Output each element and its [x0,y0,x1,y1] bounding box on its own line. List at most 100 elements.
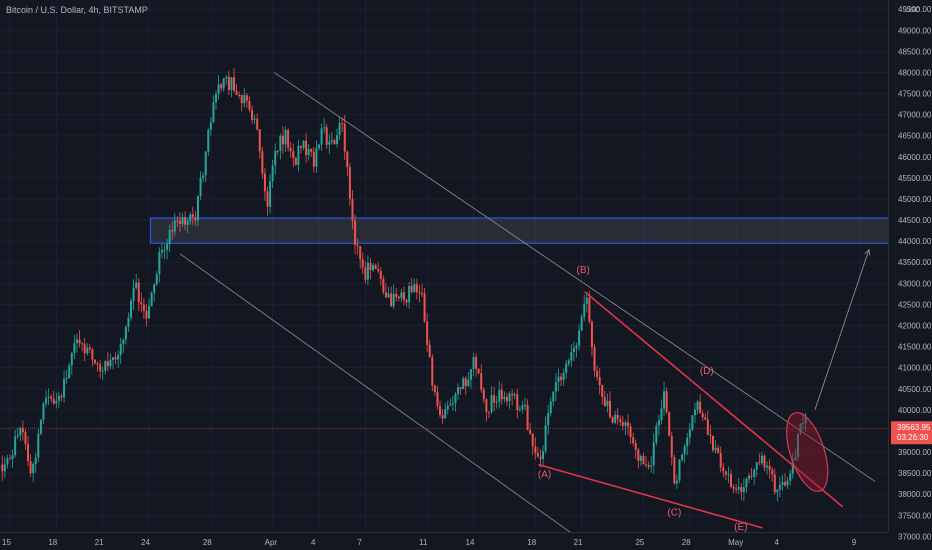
candle[interactable] [204,150,207,183]
candle[interactable] [722,462,725,478]
candle[interactable] [106,352,109,372]
candle[interactable] [562,368,565,386]
candle[interactable] [233,68,236,93]
candle[interactable] [130,298,133,321]
candle[interactable] [727,466,730,484]
candle[interactable] [472,352,475,376]
candle[interactable] [789,469,792,486]
time-tick-label[interactable]: 18 [527,538,536,547]
candle[interactable] [732,483,735,494]
candle[interactable] [621,416,624,431]
candle[interactable] [657,414,660,436]
price-tick-label[interactable]: 42000.00 [898,321,932,330]
candle[interactable] [518,405,521,412]
candle[interactable] [75,333,78,353]
time-tick-label[interactable]: May [728,538,743,547]
candle[interactable] [163,244,166,260]
candle[interactable] [766,461,769,475]
candle[interactable] [480,364,483,393]
candle[interactable] [505,393,508,407]
time-tick-label[interactable]: 7 [357,538,362,547]
candle[interactable] [639,454,642,466]
candle[interactable] [444,403,447,419]
candle[interactable] [755,462,758,478]
price-tick-label[interactable]: 47000.00 [898,111,932,120]
candle[interactable] [343,115,346,160]
candle[interactable] [542,444,545,468]
candle[interactable] [99,359,102,379]
candle[interactable] [124,325,127,345]
candle[interactable] [531,433,534,455]
candle[interactable] [73,335,76,360]
candle[interactable] [724,470,727,481]
candle[interactable] [173,212,176,237]
price-tick-label[interactable]: 38500.00 [898,469,932,478]
price-tick-label[interactable]: 43500.00 [898,258,932,267]
candle[interactable] [279,133,282,160]
candle[interactable] [647,461,650,470]
candle[interactable] [763,453,766,472]
candle[interactable] [266,186,269,216]
candle[interactable] [660,399,663,425]
candle[interactable] [14,429,17,458]
candle[interactable] [312,147,315,173]
candle[interactable] [570,344,573,367]
candle[interactable] [132,279,135,311]
candle[interactable] [269,174,272,214]
candle[interactable] [688,422,691,445]
price-tick-label[interactable]: 46500.00 [898,132,932,141]
candle[interactable] [678,458,681,484]
candle[interactable] [578,324,581,351]
candle[interactable] [168,224,171,252]
candle[interactable] [547,404,550,435]
candle[interactable] [338,116,341,141]
candle[interactable] [598,367,601,395]
candle[interactable] [243,88,246,108]
candle[interactable] [212,95,215,124]
price-tick-label[interactable]: 44500.00 [898,216,932,225]
candle[interactable] [611,415,614,424]
candle[interactable] [215,90,217,110]
candle[interactable] [207,128,210,156]
candle[interactable] [675,474,678,489]
candle[interactable] [302,140,305,151]
candle[interactable] [601,384,604,405]
candle[interactable] [402,286,405,306]
time-tick-label[interactable]: 28 [203,538,212,547]
candle[interactable] [719,446,722,473]
candle[interactable] [706,410,709,436]
candle[interactable] [784,473,787,487]
candle[interactable] [753,468,756,485]
candle[interactable] [629,422,632,445]
candle[interactable] [189,211,192,225]
candle[interactable] [464,376,467,395]
candle[interactable] [583,294,586,322]
candle[interactable] [778,477,781,498]
candle[interactable] [186,217,189,234]
candle[interactable] [209,117,212,136]
candle[interactable] [240,94,243,112]
candle[interactable] [526,399,529,431]
candle[interactable] [513,391,516,400]
candle[interactable] [495,396,498,409]
candle[interactable] [799,422,802,435]
candle[interactable] [750,467,753,480]
candle[interactable] [387,286,390,298]
candle[interactable] [428,339,431,358]
candle[interactable] [50,393,53,403]
candle[interactable] [70,351,73,375]
candle[interactable] [305,133,308,164]
candle[interactable] [745,477,748,493]
price-tick-label[interactable]: 39000.00 [898,448,932,457]
candle[interactable] [361,252,364,275]
candle[interactable] [341,117,344,132]
candle[interactable] [449,398,452,407]
candle[interactable] [493,386,496,412]
candle[interactable] [405,298,408,307]
candle[interactable] [469,368,472,389]
candle[interactable] [549,397,552,417]
candle[interactable] [191,206,194,225]
candle[interactable] [498,381,501,409]
candle[interactable] [590,319,593,357]
price-tick-label[interactable]: 49000.00 [898,26,932,35]
